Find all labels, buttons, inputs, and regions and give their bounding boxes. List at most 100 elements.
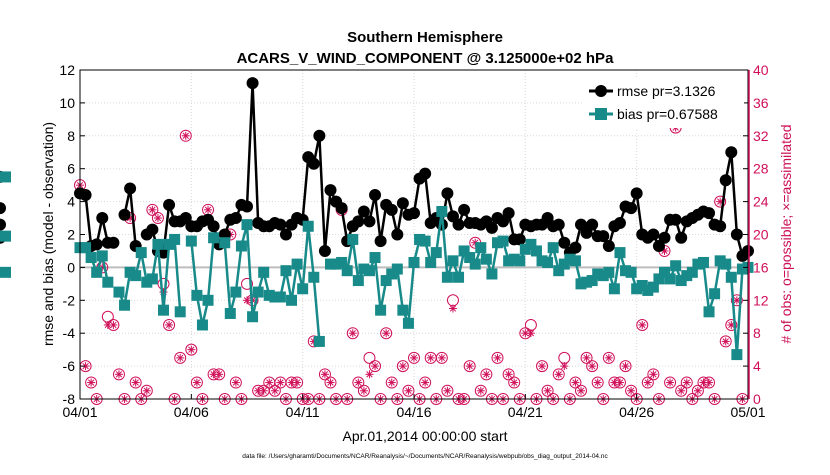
obs-assimilated-stroke xyxy=(622,362,629,370)
rmse-point xyxy=(613,216,626,229)
rmse-point xyxy=(441,187,454,200)
obs-assimilated-stroke xyxy=(483,371,490,378)
obs-assimilated-stroke xyxy=(561,362,568,370)
bias-point xyxy=(386,268,398,280)
obs-possible-point xyxy=(441,384,454,397)
obs-assimilated-point xyxy=(627,386,636,395)
obs-assimilated-point xyxy=(109,320,118,329)
obs-assimilated-stroke xyxy=(165,321,173,329)
obs-assimilated-stroke xyxy=(216,371,223,378)
obs-assimilated-stroke xyxy=(472,239,479,246)
obs-assimilated-stroke xyxy=(527,330,535,337)
rmse-point xyxy=(363,215,376,228)
bias-point xyxy=(525,238,537,250)
bias-point xyxy=(191,289,203,301)
y2-tick-label: 36 xyxy=(753,95,769,111)
obs-assimilated-stroke xyxy=(321,371,329,378)
obs-assimilated-point xyxy=(476,386,485,395)
bias-point xyxy=(553,265,565,277)
rmse-point xyxy=(207,220,220,233)
obs-assimilated-point xyxy=(465,362,474,371)
bias-point xyxy=(497,235,509,247)
obs-possible-point xyxy=(636,318,649,331)
y2-tick-label: 28 xyxy=(753,161,769,177)
bias-point xyxy=(586,275,598,287)
obs-possible-point xyxy=(541,384,554,397)
rmse-point xyxy=(625,202,638,215)
obs-assimilated-point xyxy=(554,370,563,379)
obs-assimilated-stroke xyxy=(243,297,251,304)
bias-point xyxy=(286,294,298,306)
bias-point xyxy=(620,265,632,277)
obs-possible-point xyxy=(435,351,448,364)
obs-possible-point xyxy=(369,360,382,373)
obs-possible-point xyxy=(185,343,198,356)
obs-assimilated-point xyxy=(582,353,591,362)
obs-assimilated-stroke xyxy=(661,247,668,255)
bias-point xyxy=(375,304,387,316)
bias-point xyxy=(558,258,570,270)
rmse-point xyxy=(391,228,404,241)
obs-assimilated-point xyxy=(382,329,391,338)
bias-point xyxy=(647,281,659,293)
obs-assimilated-point xyxy=(215,370,224,379)
obs-assimilated-stroke xyxy=(555,371,562,378)
bias-point xyxy=(119,299,131,311)
rmse-point xyxy=(118,208,131,221)
obs-assimilated-point xyxy=(192,378,201,387)
x-tick-label: 04/06 xyxy=(174,404,209,420)
bias-point xyxy=(486,268,498,280)
obs-assimilated-point xyxy=(359,386,368,395)
obs-assimilated-point xyxy=(543,386,552,395)
rmse-point xyxy=(408,207,420,220)
obs-assimilated-stroke xyxy=(154,214,162,222)
obs-assimilated-point xyxy=(293,378,302,387)
obs-possible-point xyxy=(474,384,487,397)
bias-point xyxy=(80,242,92,254)
obs-assimilated-stroke xyxy=(149,206,156,213)
obs-assimilated-stroke xyxy=(266,379,273,386)
obs-assimilated-point xyxy=(398,362,407,371)
obs-assimilated-stroke xyxy=(366,371,373,378)
obs-assimilated-stroke xyxy=(232,379,240,386)
x-tick-label: 04/01 xyxy=(62,404,97,420)
rmse-point xyxy=(307,157,320,170)
y-tick-label: 2 xyxy=(67,227,75,243)
obs-assimilated-point xyxy=(482,370,491,379)
obs-possible-point xyxy=(241,277,253,290)
obs-assimilated-stroke xyxy=(427,354,434,362)
bias-point xyxy=(697,256,709,268)
bias-point xyxy=(569,255,581,267)
bias-point xyxy=(347,233,359,245)
obs-possible-point xyxy=(508,376,521,389)
obs-assimilated-point xyxy=(510,378,519,387)
obs-assimilated-point xyxy=(577,386,585,395)
y2-tick-label: 32 xyxy=(753,128,769,144)
y-tick-label: -6 xyxy=(63,358,76,374)
obs-possible-point xyxy=(641,376,654,389)
obs-assimilated-stroke xyxy=(511,379,518,386)
obs-assimilated-point xyxy=(348,329,357,338)
bias-point xyxy=(280,265,292,277)
y-tick-label: -4 xyxy=(63,325,76,341)
bias-point xyxy=(603,266,615,278)
obs-assimilated-point xyxy=(114,370,123,379)
rmse-point xyxy=(374,235,387,248)
bias-point xyxy=(581,276,593,288)
bias-point xyxy=(391,263,403,275)
rmse-point xyxy=(385,203,398,216)
obs-possible-point xyxy=(675,384,688,397)
obs-possible-point xyxy=(625,384,638,397)
bias-point xyxy=(202,294,214,306)
obs-assimilated-stroke xyxy=(694,387,702,394)
bias-point xyxy=(492,237,503,249)
bias-point xyxy=(414,233,426,245)
obs-assimilated-point xyxy=(538,362,547,371)
y-tick-label: 10 xyxy=(59,95,75,111)
obs-assimilated-stroke xyxy=(466,362,473,370)
obs-assimilated-stroke xyxy=(82,362,89,370)
bias-point xyxy=(408,256,420,268)
obs-assimilated-stroke xyxy=(678,387,685,394)
bias-point xyxy=(614,247,626,259)
obs-assimilated-stroke xyxy=(616,379,624,386)
